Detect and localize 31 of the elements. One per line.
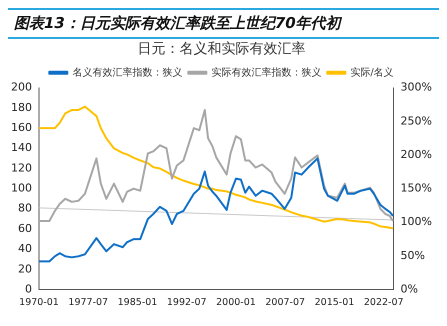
y-tick-label: 200 (10, 80, 32, 94)
x-tick-label: 2000-01 (216, 296, 256, 308)
x-tick-label: 2022-07 (364, 296, 404, 308)
y-tick-label: 140 (10, 141, 32, 154)
legend-label: 名义有效汇率指数：狭义 (72, 66, 182, 78)
y-tick-label: 160 (10, 121, 32, 134)
y2-tick-label: 0% (400, 282, 418, 296)
text: 图表13：日元实际有效汇率跌至上世纪70年代初 (8, 8, 439, 39)
y2-tick-label: 100% (400, 215, 432, 228)
y-tick-label: 80 (18, 202, 32, 215)
y-tick-label: 100 (10, 182, 32, 195)
y-tick-label: 60 (18, 222, 32, 235)
y2-tick-label: 300% (400, 80, 432, 94)
y2-tick-label: 200% (400, 148, 432, 161)
y2-tick-label: 150% (400, 182, 432, 195)
y-tick-label: 120 (10, 161, 32, 174)
y2-tick-label: 50% (400, 248, 426, 262)
x-tick-label: 2015-01 (314, 296, 354, 308)
x-tick-label: 1985-01 (118, 296, 158, 308)
legend-label: 实际有效汇率指数：狭义 (211, 66, 322, 78)
legend-label: 实际/名义 (350, 66, 394, 78)
x-tick-label: 1970-01 (19, 296, 59, 308)
y-tick-label: 0 (24, 282, 32, 296)
y2-tick-label: 250% (400, 114, 432, 128)
y-tick-label: 40 (18, 242, 32, 256)
x-tick-label: 1992-07 (166, 296, 207, 308)
x-tick-label: 1977-07 (68, 296, 108, 308)
x-tick-label: 2007-07 (265, 296, 306, 308)
y-tick-label: 180 (10, 100, 32, 114)
y-tick-label: 20 (18, 262, 32, 276)
chart-title: 日元：名义和实际有效汇率 (138, 41, 306, 58)
